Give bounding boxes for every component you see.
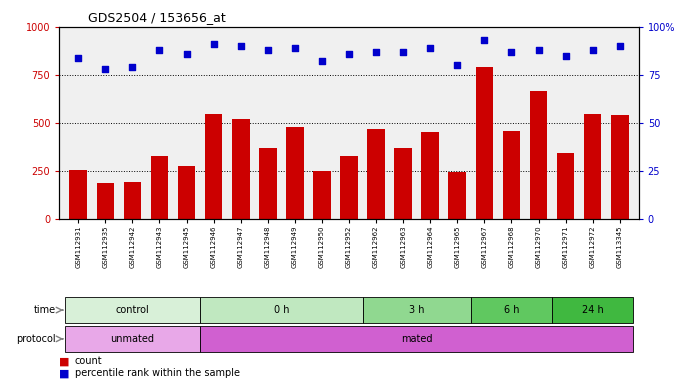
Text: ■: ■	[59, 368, 70, 379]
Bar	[449, 172, 466, 219]
Bar	[232, 119, 249, 219]
Bar	[286, 127, 304, 219]
Bar	[65, 326, 200, 352]
Point	[371, 49, 382, 55]
Bar	[259, 148, 276, 219]
Bar	[96, 184, 114, 219]
Bar	[530, 91, 547, 219]
Text: 3 h: 3 h	[409, 305, 424, 315]
Bar	[552, 297, 633, 323]
Bar	[394, 148, 412, 219]
Point	[533, 47, 544, 53]
Bar	[584, 114, 602, 219]
Bar	[205, 114, 223, 219]
Point	[343, 51, 355, 57]
Bar	[422, 132, 439, 219]
Text: 24 h: 24 h	[581, 305, 604, 315]
Bar	[503, 131, 520, 219]
Bar	[557, 152, 574, 219]
Text: control: control	[116, 305, 149, 315]
Text: GDS2504 / 153656_at: GDS2504 / 153656_at	[88, 11, 226, 24]
Bar	[313, 171, 331, 219]
Bar	[200, 297, 362, 323]
Text: time: time	[34, 305, 56, 315]
Point	[208, 41, 219, 47]
Bar	[362, 297, 471, 323]
Point	[127, 64, 138, 70]
Bar	[124, 182, 141, 219]
Point	[560, 53, 571, 59]
Bar	[70, 170, 87, 219]
Text: 0 h: 0 h	[274, 305, 289, 315]
Bar	[611, 115, 628, 219]
Bar	[178, 166, 195, 219]
Point	[73, 55, 84, 61]
Point	[181, 51, 192, 57]
Point	[506, 49, 517, 55]
Text: protocol: protocol	[16, 334, 56, 344]
Point	[398, 49, 409, 55]
Text: ■: ■	[59, 356, 70, 366]
Point	[235, 43, 246, 49]
Bar	[151, 156, 168, 219]
Bar	[475, 67, 493, 219]
Point	[316, 58, 327, 65]
Point	[424, 45, 436, 51]
Text: 6 h: 6 h	[504, 305, 519, 315]
Point	[587, 47, 598, 53]
Point	[614, 43, 625, 49]
Point	[154, 47, 165, 53]
Point	[100, 66, 111, 72]
Text: mated: mated	[401, 334, 433, 344]
Point	[289, 45, 300, 51]
Bar	[200, 326, 633, 352]
Bar	[367, 129, 385, 219]
Text: percentile rank within the sample: percentile rank within the sample	[75, 368, 239, 379]
Text: unmated: unmated	[110, 334, 154, 344]
Point	[479, 37, 490, 43]
Bar	[471, 297, 552, 323]
Bar	[340, 156, 358, 219]
Text: count: count	[75, 356, 103, 366]
Bar	[65, 297, 200, 323]
Point	[262, 47, 274, 53]
Point	[452, 62, 463, 68]
